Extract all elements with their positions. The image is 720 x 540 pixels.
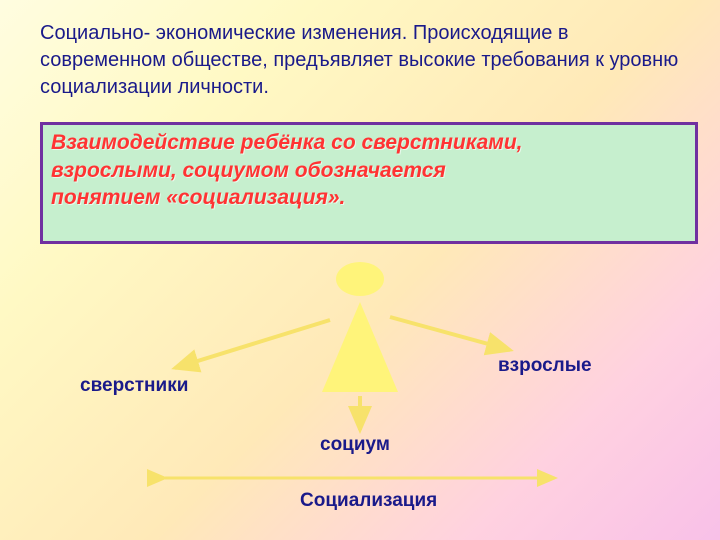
definition-line-1: Взаимодействие ребёнка со сверстниками, (51, 129, 687, 157)
label-adults: взрослые (498, 355, 592, 377)
label-socium: социум (320, 434, 390, 456)
intro-paragraph: Социально- экономические изменения. Прои… (40, 20, 680, 101)
definition-line-3: понятием «социализация». (51, 184, 687, 212)
figure-head (336, 262, 384, 296)
definition-box: Взаимодействие ребёнка со сверстниками, … (40, 122, 698, 244)
label-peers: сверстники (80, 375, 188, 397)
arrow-to-peers (175, 320, 330, 368)
arrow-to-adults (390, 317, 510, 350)
label-socialization: Социализация (300, 490, 437, 512)
definition-line-2: взрослыми, социумом обозначается (51, 157, 687, 185)
figure-body-triangle (322, 302, 398, 392)
slide: Социально- экономические изменения. Прои… (0, 0, 720, 540)
